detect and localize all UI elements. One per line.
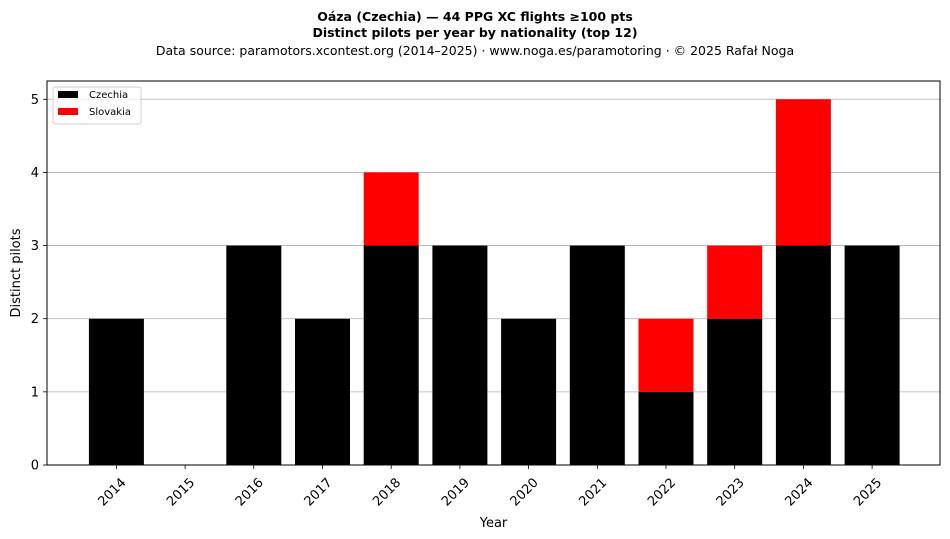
- x-tick-label: 2023: [714, 475, 748, 509]
- x-tick-label: 2025: [851, 475, 885, 509]
- chart-subtitle: Data source: paramotors.xcontest.org (20…: [155, 43, 795, 58]
- y-tick-label: 5: [31, 93, 39, 108]
- x-axis-label: Year: [479, 516, 508, 531]
- bar-czechia-2014: [88, 318, 144, 465]
- x-tick-label: 2019: [439, 475, 473, 509]
- bar-slovakia-2024: [775, 99, 831, 246]
- y-axis-label: Distinct pilots: [9, 228, 24, 317]
- y-tick-label: 4: [31, 166, 39, 181]
- bars: [88, 99, 900, 465]
- chart-title-line-1: Oáza (Czechia) — 44 PPG XC flights ≥100 …: [317, 9, 633, 24]
- bar-slovakia-2018: [363, 172, 419, 246]
- y-tick-label: 0: [31, 459, 39, 474]
- bar-czechia-2017: [295, 318, 350, 465]
- y-tick-label: 1: [31, 385, 39, 400]
- bar-czechia-2022: [638, 391, 694, 465]
- bar-czechia-2021: [569, 245, 625, 465]
- bar-czechia-2020: [501, 318, 557, 465]
- legend-swatch-slovakia: [58, 108, 78, 115]
- legend-label-czechia: Czechia: [89, 90, 128, 101]
- bar-czechia-2023: [707, 318, 763, 465]
- y-tick-label: 3: [31, 239, 39, 254]
- x-tick-label: 2015: [164, 475, 198, 509]
- bar-slovakia-2022: [638, 318, 694, 392]
- legend-label-slovakia: Slovakia: [89, 107, 131, 118]
- chart-title-line-2: Distinct pilots per year by nationality …: [312, 25, 638, 40]
- x-tick-label: 2016: [233, 475, 267, 509]
- x-axis: 2014 2015 2016 2017 2018 2019 2020 2021 2022 2023…: [95, 465, 885, 509]
- bar-czechia-2025: [844, 245, 900, 465]
- bar-czechia-2018: [363, 245, 419, 465]
- bar-czechia-2024: [775, 245, 831, 465]
- x-tick-label: 2021: [576, 475, 610, 509]
- bar-slovakia-2023: [707, 245, 763, 319]
- x-tick-label: 2014: [95, 475, 129, 509]
- legend: Czechia Slovakia: [52, 86, 142, 125]
- x-tick-label: 2017: [302, 475, 336, 509]
- x-tick-label: 2022: [645, 475, 679, 509]
- y-tick-label: 2: [31, 312, 39, 327]
- bar-czechia-2016: [226, 245, 282, 465]
- x-tick-label: 2024: [782, 475, 816, 509]
- y-axis: 0 1 2 3 4 5: [31, 93, 47, 474]
- x-tick-label: 2018: [370, 475, 404, 509]
- bar-czechia-2019: [432, 245, 488, 465]
- legend-swatch-czechia: [58, 91, 78, 98]
- x-tick-label: 2020: [508, 475, 542, 509]
- plot-frame: [46, 80, 941, 466]
